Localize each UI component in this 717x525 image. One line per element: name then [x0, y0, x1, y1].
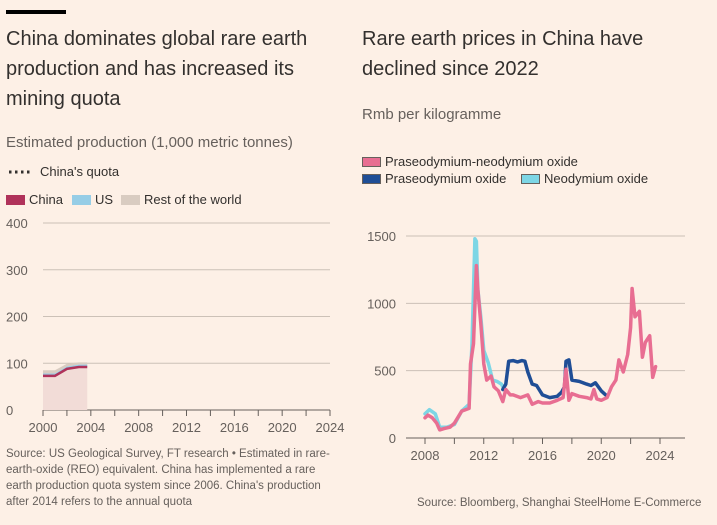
pr-swatch — [362, 173, 381, 184]
source-line: earth production quota system since 2006… — [6, 480, 321, 492]
x-tick-label: 2024 — [316, 420, 345, 435]
legend-pr-label: Praseodymium oxide — [385, 171, 507, 186]
y-tick-label: 200 — [6, 310, 28, 325]
legend-rest: Rest of the world — [121, 192, 242, 207]
legend-china-label: China — [29, 192, 63, 207]
legend-us-label: US — [95, 192, 114, 207]
legend-us: US — [72, 192, 113, 207]
source-line: after 2014 refers to the annual quota — [6, 496, 193, 508]
x-tick-label: 2024 — [646, 448, 675, 463]
legend-nd: Neodymium oxide — [521, 171, 648, 186]
x-tick-label: 2020 — [268, 420, 297, 435]
right-title-line: declined since 2022 — [362, 58, 539, 80]
x-tick-label: 2000 — [29, 420, 58, 435]
right-chart-subtitle: Rmb per kilogramme — [362, 106, 502, 123]
legend-prnd-label: Praseodymium-neodymium oxide — [385, 154, 578, 169]
nd-swatch — [521, 173, 540, 184]
y-tick-label: 100 — [6, 356, 28, 371]
left-chart-title: China dominates global rare earth produc… — [6, 24, 307, 114]
legend-nd-label: Neodymium oxide — [544, 171, 649, 186]
x-tick-label: 2016 — [528, 448, 557, 463]
china-line — [43, 365, 88, 378]
y-tick-label: 1500 — [367, 229, 396, 244]
y-tick-label: 1000 — [367, 296, 396, 311]
left-chart: 0 100 200 300 400 2000 2004 2008 2012 2016 2020 202… — [6, 216, 345, 435]
rest-swatch — [121, 194, 140, 205]
praseodymium-oxide-line — [501, 358, 608, 400]
x-tick-label: 2004 — [76, 420, 105, 435]
right-chart: 0 500 1000 1500 2008 2012 2016 2020 2024 — [367, 229, 685, 463]
x-tick-label: 2016 — [220, 420, 249, 435]
source-line: earth-oxide (REO) equivalent. China has … — [6, 464, 316, 476]
left-title-line: China dominates global rare earth — [6, 28, 308, 50]
x-tick-label: 2012 — [469, 448, 498, 463]
y-tick-label: 0 — [6, 403, 13, 418]
legend-china: China — [6, 192, 63, 207]
rest-of-world-area — [43, 362, 88, 374]
left-title-line: production and has increased its — [6, 58, 294, 80]
left-title-line: mining quota — [6, 88, 121, 110]
legend-prnd: Praseodymium-neodymium oxide — [362, 154, 578, 169]
x-tick-label: 2008 — [124, 420, 153, 435]
right-chart-title: Rare earth prices in China have declined… — [362, 24, 643, 84]
source-line: Source: US Geological Survey, FT researc… — [6, 448, 330, 460]
legend-rest-label: Rest of the world — [144, 192, 242, 207]
brand-rule — [6, 10, 66, 14]
legend-pr: Praseodymium oxide — [362, 171, 506, 186]
y-tick-label: 400 — [6, 216, 28, 231]
right-title-line: Rare earth prices in China have — [362, 28, 644, 50]
dotted-line-icon — [9, 170, 31, 173]
legend-quota: China's quota — [8, 164, 119, 179]
left-chart-subtitle: Estimated production (1,000 metric tonne… — [6, 134, 293, 151]
us-swatch — [72, 194, 91, 205]
x-tick-label: 2008 — [411, 448, 440, 463]
left-source-note: Source: US Geological Survey, FT researc… — [6, 446, 356, 510]
prnd-swatch — [362, 156, 381, 167]
china-swatch — [6, 194, 25, 205]
legend-quota-label: China's quota — [40, 164, 120, 179]
neodymium-oxide-line — [423, 236, 507, 429]
china-area — [43, 366, 88, 410]
x-tick-label: 2012 — [172, 420, 201, 435]
y-tick-label: 0 — [389, 431, 396, 446]
right-source-note: Source: Bloomberg, Shanghai SteelHome E-… — [417, 497, 702, 509]
prnd-oxide-line — [423, 263, 658, 432]
y-tick-label: 500 — [374, 364, 396, 379]
y-tick-label: 300 — [6, 263, 28, 278]
x-tick-label: 2020 — [587, 448, 616, 463]
